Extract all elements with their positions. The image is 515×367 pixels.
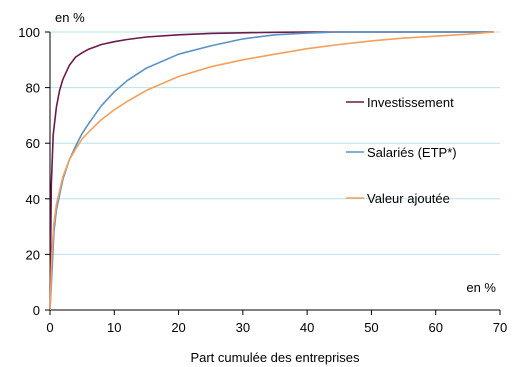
x-tick-label: 50 [364,320,378,335]
x-axis-title: Part cumulée des entreprises [190,350,360,365]
series-line-0 [49,31,494,311]
x-tick-label: 0 [46,320,53,335]
y-tick-label: 20 [26,247,40,262]
legend-label: Investissement [367,95,454,110]
y-tick-label: 100 [18,25,40,40]
series-line-1 [49,31,494,311]
x-tick-label: 20 [171,320,185,335]
y-tick-label: 40 [26,192,40,207]
x-tick-label: 60 [428,320,442,335]
x-tick-label: 40 [300,320,314,335]
y-tick-label: 0 [33,303,40,318]
legend-label: Valeur ajoutée [367,191,450,206]
x-tick-label: 70 [493,320,507,335]
series-lines [49,31,494,311]
grid [50,31,500,255]
x-tick-label: 10 [107,320,121,335]
y-axis-unit-label: en % [55,10,85,25]
y-tick-label: 80 [26,81,40,96]
x-axis-unit-label: en % [466,280,496,295]
axes [49,32,500,311]
legend: Investissement Salariés (ETP*) Valeur ajou… [346,95,457,206]
ticks: 0 20 40 60 80 100 0 10 20 30 40 50 60 70 [18,25,507,335]
series-line-2 [49,31,494,311]
x-tick-label: 30 [236,320,250,335]
legend-label: Salariés (ETP*) [367,145,457,160]
y-tick-label: 60 [26,136,40,151]
